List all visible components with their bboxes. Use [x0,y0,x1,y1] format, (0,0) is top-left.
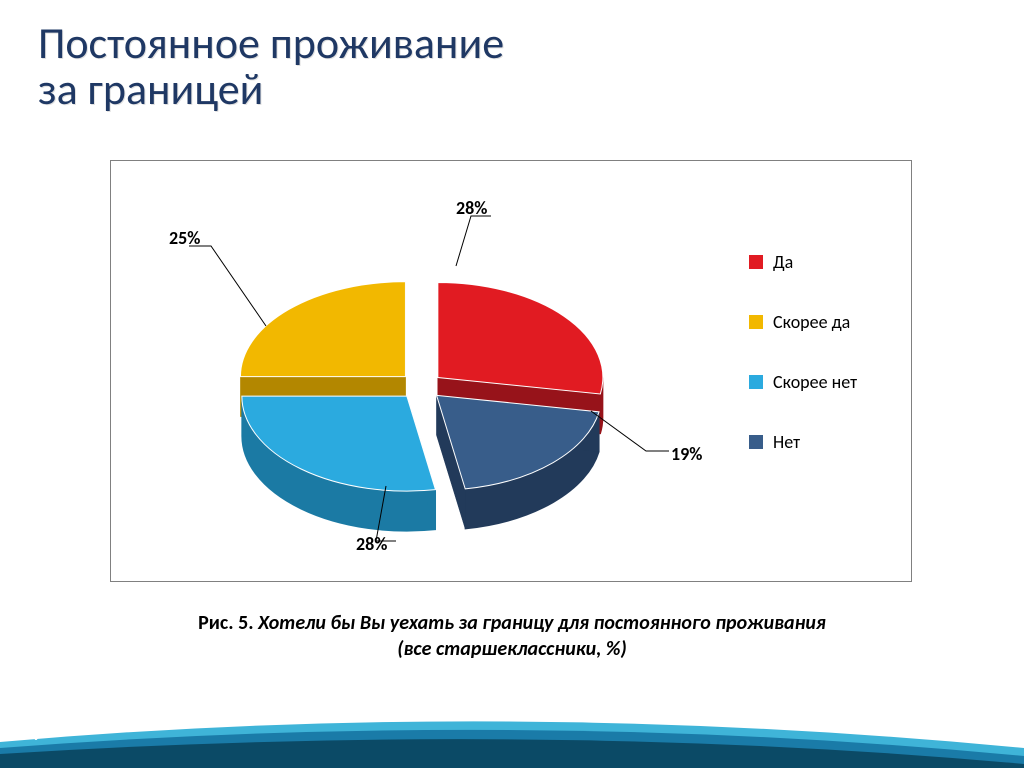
legend-swatch-icon [749,435,763,449]
chart-plot-area: 19% 28% 25% 28% Да Скорее да Скорее нет … [110,160,912,582]
legend-label: Нет [773,431,800,453]
caption-italic: Хотели бы Вы уехать за границу для посто… [258,611,826,635]
title-line2: за границей [38,62,263,116]
legend-label: Скорее нет [773,371,857,393]
slice-label-rather-yes: 25% [169,227,200,249]
legend-label: Скорее да [773,311,850,333]
legend-swatch-icon [749,255,763,269]
slide-title: Постоянное проживание за границей [38,20,504,112]
footer-band: 9 [0,708,1024,768]
legend-item-no: Нет [749,431,889,453]
slice-label-no: 19% [671,443,702,465]
legend-item-yes: Да [749,251,889,273]
caption-suffix: (все старшеклассники, %) [397,637,626,661]
legend-swatch-icon [749,375,763,389]
legend-swatch-icon [749,315,763,329]
caption-prefix: Рис. 5. [198,611,258,635]
footer-swoosh-icon [0,708,1024,768]
chart-legend: Да Скорее да Скорее нет Нет [749,251,889,491]
figure-caption: Рис. 5. Хотели бы Вы уехать за границу д… [0,610,1024,662]
legend-label: Да [773,251,793,273]
legend-item-rather-no: Скорее нет [749,371,889,393]
page-number: 9 [32,722,42,746]
slice-label-yes: 28% [356,533,387,555]
legend-item-rather-yes: Скорее да [749,311,889,333]
slice-label-rather-no: 28% [456,197,487,219]
